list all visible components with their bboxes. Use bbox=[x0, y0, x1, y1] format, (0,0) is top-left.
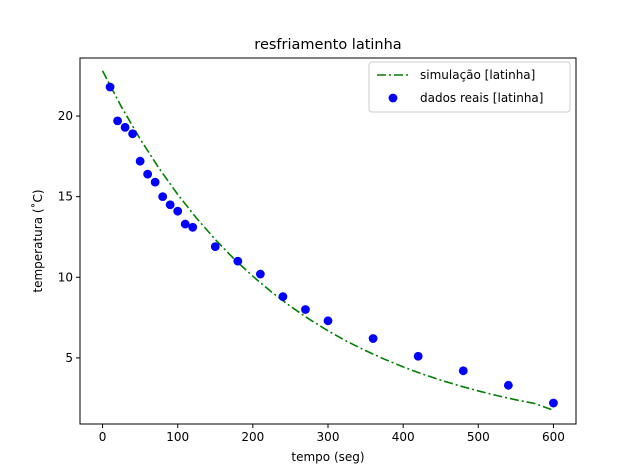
data-point bbox=[143, 169, 153, 179]
data-point bbox=[120, 122, 130, 132]
y-axis-ticks: 5 10 15 20 bbox=[58, 109, 80, 365]
legend-label: simulação [latinha] bbox=[420, 68, 535, 82]
x-tick-label: 200 bbox=[241, 430, 264, 444]
data-point bbox=[503, 380, 513, 390]
data-point bbox=[323, 316, 333, 326]
legend: simulação [latinha] dados reais [latinha] bbox=[368, 61, 571, 113]
legend-box bbox=[368, 61, 571, 113]
x-axis-label: tempo (seg) bbox=[291, 450, 364, 464]
data-point bbox=[458, 366, 468, 376]
x-tick-label: 500 bbox=[467, 430, 490, 444]
y-tick-label: 5 bbox=[65, 351, 73, 365]
data-point bbox=[301, 305, 310, 314]
data-point bbox=[549, 398, 558, 408]
plot-area bbox=[101, 70, 558, 412]
x-axis-ticks: 0 100 200 300 400 500 600 bbox=[99, 424, 565, 444]
y-tick-label: 10 bbox=[58, 270, 73, 284]
x-tick-label: 600 bbox=[542, 430, 565, 444]
data-point bbox=[278, 292, 288, 302]
data-point bbox=[113, 116, 122, 126]
x-tick-label: 0 bbox=[99, 430, 107, 444]
data-point bbox=[255, 269, 265, 279]
legend-swatch-marker bbox=[388, 93, 398, 103]
data-point bbox=[180, 219, 190, 229]
data-point bbox=[368, 334, 378, 343]
series-line-simulacao bbox=[101, 70, 554, 412]
data-point bbox=[233, 256, 243, 266]
data-point bbox=[413, 351, 423, 361]
data-point bbox=[105, 82, 115, 92]
data-point bbox=[188, 222, 198, 232]
data-point bbox=[210, 242, 220, 252]
y-axis-label: temperatura (˚C) bbox=[30, 189, 45, 292]
x-tick-label: 100 bbox=[166, 430, 189, 444]
y-tick-label: 15 bbox=[58, 190, 73, 204]
x-tick-label: 400 bbox=[392, 430, 415, 444]
data-point bbox=[173, 206, 183, 216]
chart-title: resfriamento latinha bbox=[254, 37, 401, 53]
data-point bbox=[135, 156, 145, 166]
data-point bbox=[165, 200, 175, 210]
legend-label: dados reais [latinha] bbox=[420, 91, 543, 105]
x-tick-label: 300 bbox=[317, 430, 340, 444]
data-point bbox=[128, 129, 138, 139]
data-point bbox=[150, 177, 160, 187]
data-point bbox=[158, 192, 168, 202]
y-tick-label: 20 bbox=[58, 109, 73, 123]
